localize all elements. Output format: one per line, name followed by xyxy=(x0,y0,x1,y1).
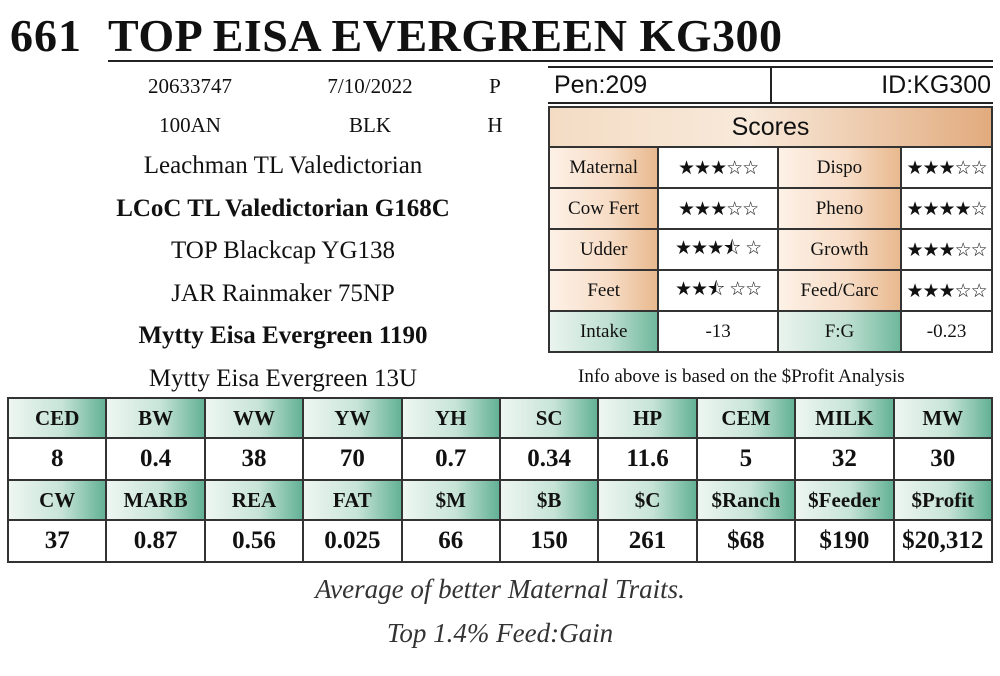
registration-number: 20633747 xyxy=(148,74,232,98)
epd-header: FAT xyxy=(302,479,403,521)
animal-name: TOP EISA EVERGREEN KG300 xyxy=(108,10,783,61)
pedigree-sire-sire: Leachman TL Valedictorian xyxy=(143,152,423,179)
id-label: ID:KG300 xyxy=(881,71,991,99)
epd-header-row: CED BW WW YW YH SC HP CEM MILK MW xyxy=(6,397,994,439)
title-underline xyxy=(108,60,993,62)
score-label: Dispo xyxy=(776,146,903,189)
intake-value: -13 xyxy=(657,310,779,353)
epd-header: BW xyxy=(105,397,206,439)
color-code: BLK xyxy=(349,113,391,137)
pedigree-sire: LCoC TL Valedictorian G168C xyxy=(116,195,450,222)
feed-gain-value: -0.23 xyxy=(900,310,993,353)
score-stars: ★★★☆☆ xyxy=(900,228,993,271)
epd-header: $B xyxy=(498,479,600,521)
epd-value: 0.7 xyxy=(400,437,501,481)
score-label: Pheno xyxy=(776,187,903,230)
epd-value: 0.34 xyxy=(498,437,600,481)
pedigree-dam-sire: JAR Rainmaker 75NP xyxy=(171,280,395,307)
epd-header: WW xyxy=(203,397,305,439)
polled-code: P xyxy=(489,74,501,98)
epd-value: 0.56 xyxy=(203,519,305,563)
scores-table: Scores Maternal ★★★☆☆ Dispo ★★★☆☆ Cow Fe… xyxy=(547,106,993,353)
epd-value-row: 37 0.87 0.56 0.025 66 150 261 $68 $190 $… xyxy=(6,519,994,563)
score-label: Growth xyxy=(776,228,903,271)
score-row: Udder ★★★⯪ ☆ Growth ★★★☆☆ xyxy=(547,228,993,271)
epd-header: $M xyxy=(400,479,501,521)
epd-value: 150 xyxy=(498,519,600,563)
profit-analysis-note: Info above is based on the $Profit Analy… xyxy=(578,366,905,387)
epd-header: MARB xyxy=(105,479,206,521)
epd-value: $20,312 xyxy=(892,519,994,563)
score-label: Feet xyxy=(547,269,660,312)
score-stars: ★★★☆☆ xyxy=(900,269,993,312)
epd-value-row: 8 0.4 38 70 0.7 0.34 11.6 5 32 30 xyxy=(6,437,994,481)
score-label: Feed/Carc xyxy=(776,269,903,312)
pen-label: Pen:209 xyxy=(554,71,648,99)
sex-code: H xyxy=(487,113,503,137)
epd-value: 11.6 xyxy=(597,437,698,481)
epd-header: YW xyxy=(302,397,403,439)
score-row: Maternal ★★★☆☆ Dispo ★★★☆☆ xyxy=(547,146,993,189)
epd-value: 0.4 xyxy=(105,437,206,481)
epd-value: 66 xyxy=(400,519,501,563)
footer-note-feed-gain: Top 1.4% Feed:Gain xyxy=(386,618,614,648)
epd-value: 8 xyxy=(6,437,108,481)
score-label: Udder xyxy=(547,228,660,271)
score-stars: ★★⯪ ☆☆ xyxy=(657,269,779,312)
epd-header: MILK xyxy=(794,397,895,439)
pedigree-sire-dam: TOP Blackcap YG138 xyxy=(170,237,396,264)
pen-id-bar: Pen:209 ID:KG300 xyxy=(548,66,993,104)
score-label: Maternal xyxy=(547,146,660,189)
epd-header: YH xyxy=(400,397,501,439)
score-stars: ★★★☆☆ xyxy=(657,146,779,189)
feed-gain-label: F:G xyxy=(776,310,903,353)
epd-header: SC xyxy=(498,397,600,439)
score-stars: ★★★★☆ xyxy=(900,187,993,230)
epd-value: 0.87 xyxy=(105,519,206,563)
score-stars: ★★★⯪ ☆ xyxy=(657,228,779,271)
score-row: Cow Fert ★★★☆☆ Pheno ★★★★☆ xyxy=(547,187,993,230)
epd-value: 5 xyxy=(695,437,797,481)
score-stars: ★★★☆☆ xyxy=(657,187,779,230)
epd-header: CED xyxy=(6,397,108,439)
epd-value: $68 xyxy=(695,519,797,563)
pen-divider xyxy=(770,68,772,102)
epd-header: MW xyxy=(892,397,994,439)
epd-value: 261 xyxy=(597,519,698,563)
epd-value: 0.025 xyxy=(302,519,403,563)
epd-header: $Ranch xyxy=(695,479,797,521)
score-label: Cow Fert xyxy=(547,187,660,230)
pedigree-dam: Mytty Eisa Evergreen 1190 xyxy=(138,322,428,349)
intake-label: Intake xyxy=(547,310,660,353)
epd-value: 32 xyxy=(794,437,895,481)
footer-note-maternal: Average of better Maternal Traits. xyxy=(315,574,685,604)
epd-value: 38 xyxy=(203,437,305,481)
epd-header: REA xyxy=(203,479,305,521)
epd-header: CW xyxy=(6,479,108,521)
epd-table: CED BW WW YW YH SC HP CEM MILK MW 8 0.4 … xyxy=(6,397,994,563)
birth-date: 7/10/2022 xyxy=(327,74,413,98)
epd-header: HP xyxy=(597,397,698,439)
epd-header: $Profit xyxy=(892,479,994,521)
epd-value: 70 xyxy=(302,437,403,481)
lot-number: 661 xyxy=(10,10,82,61)
score-row: Feet ★★⯪ ☆☆ Feed/Carc ★★★☆☆ xyxy=(547,269,993,312)
scores-title: Scores xyxy=(548,106,993,148)
score-stars: ★★★☆☆ xyxy=(900,146,993,189)
efficiency-row: Intake -13 F:G -0.23 xyxy=(547,310,993,353)
epd-header-row: CW MARB REA FAT $M $B $C $Ranch $Feeder … xyxy=(6,479,994,521)
epd-header: CEM xyxy=(695,397,797,439)
epd-header: $C xyxy=(597,479,698,521)
epd-header: $Feeder xyxy=(794,479,895,521)
epd-value: 30 xyxy=(892,437,994,481)
epd-value: 37 xyxy=(6,519,108,563)
breed-code: 100AN xyxy=(159,113,221,137)
pedigree-dam-dam: Mytty Eisa Evergreen 13U xyxy=(148,365,418,392)
epd-value: $190 xyxy=(794,519,895,563)
